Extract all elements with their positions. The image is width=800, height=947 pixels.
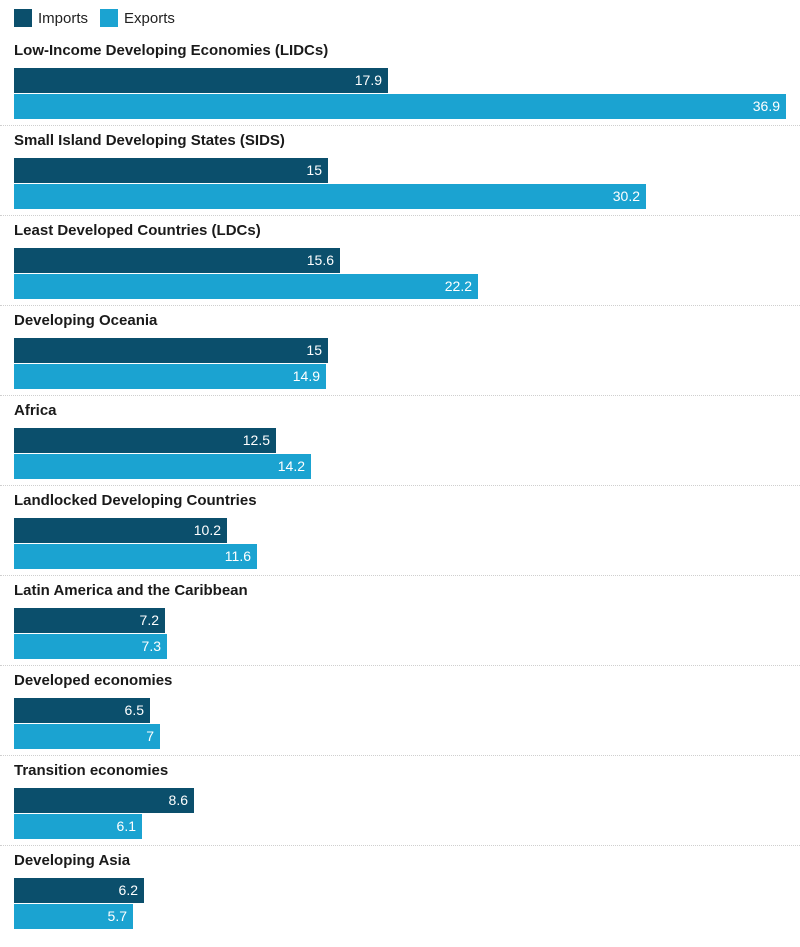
bar-value-label: 6.1: [116, 818, 136, 834]
bar-exports: 7: [14, 724, 160, 749]
bar-imports: 15: [14, 338, 328, 363]
bar-value-label: 7.3: [141, 638, 161, 654]
bar-value-label: 17.9: [354, 72, 382, 88]
bar-value-label: 15: [306, 342, 322, 358]
bar-value-label: 15.6: [306, 252, 334, 268]
category-label: Landlocked Developing Countries: [14, 492, 257, 509]
legend-item-imports: Imports: [14, 9, 88, 27]
bar-exports: 14.9: [14, 364, 326, 389]
bar-exports: 14.2: [14, 454, 311, 479]
bar-imports: 10.2: [14, 518, 227, 543]
category-label: Small Island Developing States (SIDS): [14, 132, 285, 149]
bar-value-label: 11.6: [224, 548, 251, 564]
bar-imports: 12.5: [14, 428, 276, 453]
bar-exports: 5.7: [14, 904, 133, 929]
bar-imports: 8.6: [14, 788, 194, 813]
category-group: Landlocked Developing Countries 10.2 11.6: [0, 486, 800, 576]
legend-swatch-exports: [100, 9, 119, 27]
bar-value-label: 5.7: [107, 908, 127, 924]
category-group: Africa 12.5 14.2: [0, 396, 800, 486]
bar-imports: 6.2: [14, 878, 144, 903]
legend-item-exports: Exports: [100, 9, 175, 27]
bar-exports: 11.6: [14, 544, 257, 569]
bar-imports: 15.6: [14, 248, 340, 273]
bar-value-label: 6.5: [124, 702, 144, 718]
category-group: Least Developed Countries (LDCs) 15.6 22.2: [0, 216, 800, 306]
category-group: Developing Oceania 15 14.9: [0, 306, 800, 396]
category-group: Low-Income Developing Economies (LIDCs) 1…: [0, 36, 800, 126]
bar-value-label: 6.2: [118, 882, 138, 898]
category-label: Transition economies: [14, 762, 169, 779]
legend-swatch-imports: [14, 9, 32, 27]
bar-value-label: 15: [306, 162, 322, 178]
bar-value-label: 30.2: [612, 188, 640, 204]
category-label: Low-Income Developing Economies (LIDCs): [14, 42, 329, 59]
bar-imports: 6.5: [14, 698, 150, 723]
chart-legend: Imports Exports: [14, 6, 175, 30]
bar-imports: 17.9: [14, 68, 388, 93]
category-group: Latin America and the Caribbean 7.2 7.3: [0, 576, 800, 666]
bar-exports: 22.2: [14, 274, 478, 299]
bar-imports: 15: [14, 158, 328, 183]
category-label: Developing Asia: [14, 852, 131, 869]
bar-value-label: 14.9: [292, 368, 320, 384]
category-group: Developing Asia 6.2 5.7: [0, 846, 800, 936]
bar-exports: 36.9: [14, 94, 786, 119]
category-group: Developed economies 6.5 7: [0, 666, 800, 756]
category-label: Latin America and the Caribbean: [14, 582, 248, 599]
bar-value-label: 14.2: [277, 458, 305, 474]
category-label: Developing Oceania: [14, 312, 158, 329]
category-label: Least Developed Countries (LDCs): [14, 222, 261, 239]
bar-value-label: 7: [146, 728, 154, 744]
bar-value-label: 8.6: [168, 792, 188, 808]
bar-exports: 6.1: [14, 814, 142, 839]
category-group: Small Island Developing States (SIDS) 15 3…: [0, 126, 800, 216]
legend-label-imports: Imports: [38, 9, 89, 27]
bar-exports: 7.3: [14, 634, 167, 659]
category-label: Africa: [14, 402, 57, 419]
bar-value-label: 7.2: [139, 612, 159, 628]
category-group: Transition economies 8.6 6.1: [0, 756, 800, 846]
bar-value-label: 36.9: [752, 98, 780, 114]
bar-value-label: 12.5: [242, 432, 270, 448]
bar-chart: Low-Income Developing Economies (LIDCs) 1…: [0, 36, 800, 936]
legend-label-exports: Exports: [124, 9, 175, 27]
bar-value-label: 10.2: [193, 522, 221, 538]
category-label: Developed economies: [14, 672, 173, 689]
bar-imports: 7.2: [14, 608, 165, 633]
bar-value-label: 22.2: [444, 278, 472, 294]
bar-exports: 30.2: [14, 184, 646, 209]
